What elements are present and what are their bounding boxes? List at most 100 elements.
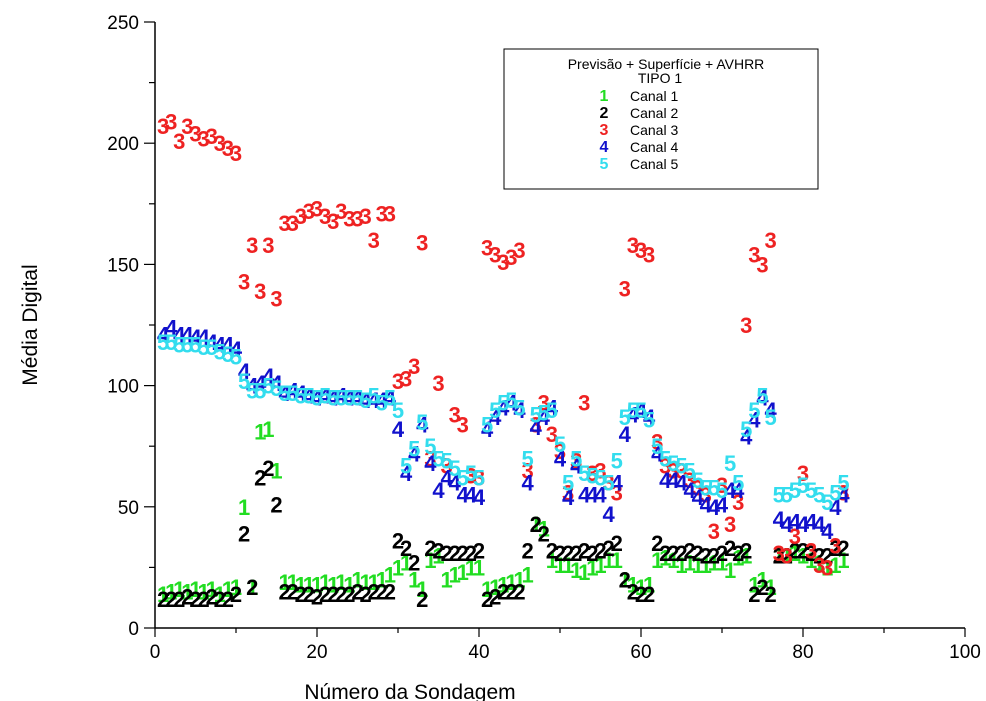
- point-canal-2: 2: [359, 582, 371, 607]
- point-canal-4: 4: [683, 478, 696, 503]
- point-canal-3: 3: [262, 233, 274, 258]
- point-canal-1: 1: [408, 568, 420, 593]
- point-canal-2: 2: [716, 541, 728, 566]
- point-canal-1: 1: [262, 417, 274, 442]
- point-canal-2: 2: [659, 541, 671, 566]
- point-canal-4: 4: [278, 381, 291, 406]
- point-canal-2: 2: [594, 538, 606, 563]
- point-canal-5: 5: [165, 330, 177, 355]
- point-canal-4: 4: [619, 422, 632, 447]
- point-canal-4: 4: [813, 512, 826, 537]
- point-canal-4: 4: [238, 359, 251, 384]
- point-canal-5: 5: [238, 369, 250, 394]
- point-canal-1: 1: [773, 543, 785, 568]
- point-canal-3: 3: [700, 483, 712, 508]
- point-canal-5: 5: [797, 473, 809, 498]
- point-canal-2: 2: [748, 582, 760, 607]
- point-canal-4: 4: [594, 483, 607, 508]
- point-canal-2: 2: [570, 541, 582, 566]
- point-canal-5: 5: [513, 395, 525, 420]
- point-canal-4: 4: [692, 485, 705, 510]
- point-canal-2: 2: [270, 492, 282, 517]
- point-canal-3: 3: [805, 538, 817, 563]
- point-canal-4: 4: [189, 325, 202, 350]
- point-canal-5: 5: [805, 478, 817, 503]
- point-canal-5: 5: [246, 378, 258, 403]
- point-canal-3: 3: [530, 412, 542, 437]
- point-canal-2: 2: [683, 538, 695, 563]
- point-canal-5: 5: [335, 386, 347, 411]
- point-canal-5: 5: [416, 410, 428, 435]
- point-canal-5: 5: [157, 330, 169, 355]
- point-canal-1: 1: [538, 517, 550, 542]
- point-canal-3: 3: [440, 454, 452, 479]
- point-canal-4: 4: [206, 330, 219, 355]
- point-canal-1: 1: [214, 582, 226, 607]
- y-ticks: 0 50 100 150 200 250: [107, 13, 155, 640]
- point-canal-3: 3: [311, 197, 323, 222]
- point-canal-1: 1: [716, 551, 728, 576]
- point-canal-2: 2: [489, 584, 501, 609]
- x-tick-label: 20: [306, 642, 327, 663]
- point-canal-1: 1: [319, 570, 331, 595]
- point-canal-4: 4: [181, 323, 194, 348]
- point-canal-2: 2: [181, 584, 193, 609]
- point-canal-3: 3: [181, 114, 193, 139]
- point-canal-1: 1: [683, 551, 695, 576]
- point-canal-5: 5: [521, 446, 533, 471]
- point-canal-3: 3: [562, 480, 574, 505]
- point-canal-1: 1: [424, 548, 436, 573]
- point-canal-1: 1: [829, 553, 841, 578]
- point-canal-2: 2: [497, 580, 509, 605]
- point-canal-4: 4: [319, 383, 332, 408]
- point-canal-5: 5: [789, 478, 801, 503]
- point-canal-1: 1: [724, 558, 736, 583]
- point-canal-2: 2: [206, 584, 218, 609]
- point-canal-2: 2: [368, 580, 380, 605]
- point-canal-1: 1: [449, 563, 461, 588]
- legend-label: Canal 1: [630, 88, 678, 104]
- point-canal-2: 2: [578, 538, 590, 563]
- point-canal-2: 2: [481, 587, 493, 612]
- point-canal-1: 1: [457, 560, 469, 585]
- point-canal-2: 2: [376, 580, 388, 605]
- point-canal-3: 3: [627, 233, 639, 258]
- point-canal-2: 2: [708, 543, 720, 568]
- point-canal-2: 2: [254, 466, 266, 491]
- point-canal-5: 5: [351, 386, 363, 411]
- point-canal-1: 1: [384, 563, 396, 588]
- point-canal-4: 4: [157, 323, 170, 348]
- point-canal-1: 1: [562, 553, 574, 578]
- point-canal-2: 2: [400, 536, 412, 561]
- point-canal-2: 2: [611, 531, 623, 556]
- point-canal-5: 5: [538, 400, 550, 425]
- point-canal-1: 1: [546, 548, 558, 573]
- point-canal-5: 5: [659, 446, 671, 471]
- point-canal-1: 1: [756, 568, 768, 593]
- point-canal-3: 3: [465, 463, 477, 488]
- point-canal-3: 3: [497, 250, 509, 275]
- point-canal-5: 5: [675, 454, 687, 479]
- point-canal-4: 4: [368, 388, 381, 413]
- point-canal-3: 3: [619, 277, 631, 302]
- point-canal-1: 1: [740, 543, 752, 568]
- point-canal-2: 2: [700, 543, 712, 568]
- point-canal-1: 1: [376, 568, 388, 593]
- point-canal-3: 3: [740, 313, 752, 338]
- point-canal-2: 2: [222, 587, 234, 612]
- point-canal-3: 3: [724, 512, 736, 537]
- point-canal-5: 5: [683, 458, 695, 483]
- point-canal-4: 4: [359, 388, 372, 413]
- point-canal-2: 2: [627, 580, 639, 605]
- point-canal-5: 5: [748, 398, 760, 423]
- point-canal-5: 5: [392, 398, 404, 423]
- x-tick-label: 60: [630, 642, 651, 663]
- point-canal-3: 3: [214, 131, 226, 156]
- point-canal-5: 5: [254, 378, 266, 403]
- point-canal-2: 2: [773, 543, 785, 568]
- point-canal-5: 5: [602, 471, 614, 496]
- point-canal-3: 3: [432, 371, 444, 396]
- point-canal-2: 2: [392, 529, 404, 554]
- point-canal-3: 3: [424, 446, 436, 471]
- point-canal-1: 1: [732, 546, 744, 571]
